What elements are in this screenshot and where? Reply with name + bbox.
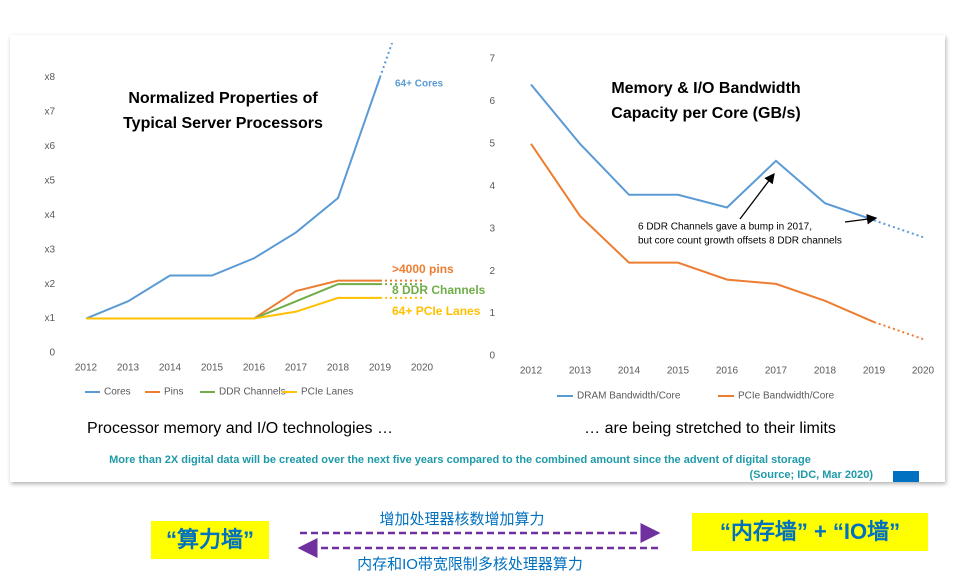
series-line	[85, 77, 381, 320]
x-tick-label: 2018	[814, 366, 837, 377]
x-tick-label: 2013	[569, 366, 592, 377]
y-tick-label: x7	[44, 107, 55, 118]
annotation: but core count growth offsets 8 DDR chan…	[638, 236, 842, 247]
x-tick-label: 2017	[765, 366, 788, 377]
x-tick-label: 2016	[716, 366, 739, 377]
y-tick-label: 3	[489, 223, 495, 234]
arrow-label: 内存和IO带宽限制多核处理器算力	[357, 555, 583, 573]
x-tick-label: 2020	[411, 363, 434, 374]
series-line	[86, 296, 380, 320]
compute-wall: “算力墙”	[166, 527, 254, 552]
projection-line	[379, 43, 394, 78]
x-tick-label: 2018	[327, 363, 350, 374]
y-tick-label: 5	[489, 138, 495, 149]
y-tick-label: 2	[489, 266, 495, 277]
y-tick-label: x8	[44, 72, 55, 83]
y-tick-label: 7	[489, 54, 495, 65]
legend-label: PCIe Bandwidth/Core	[738, 391, 835, 402]
chart-title: Capacity per Core (GB/s)	[611, 105, 800, 122]
footnote: More than 2X digital data will be create…	[109, 454, 811, 466]
legend-label: DDR Channels	[219, 387, 286, 398]
slide-panel	[10, 35, 945, 482]
annotation: 64+ PCIe Lanes	[392, 304, 481, 318]
x-tick-label: 2013	[117, 363, 140, 374]
arrow-label: 增加处理器核数增加算力	[379, 510, 544, 528]
caption: Processor memory and I/O technologies …	[87, 420, 393, 437]
plot	[530, 83, 924, 340]
memory-io-wall: “内存墙” + “IO墙”	[720, 519, 900, 544]
y-tick-label: x4	[44, 210, 55, 221]
x-tick-label: 2016	[243, 363, 266, 374]
y-tick-label: x5	[44, 175, 55, 186]
y-tick-label: x3	[44, 244, 55, 255]
y-tick-label: 0	[49, 348, 55, 359]
plot	[85, 43, 422, 320]
x-tick-label: 2014	[159, 363, 182, 374]
chart-title: Memory & I/O Bandwidth	[611, 80, 800, 97]
x-tick-label: 2017	[285, 363, 308, 374]
x-tick-label: 2019	[863, 366, 886, 377]
legend-label: DRAM Bandwidth/Core	[577, 391, 681, 402]
y-tick-label: 4	[489, 181, 495, 192]
annotation: >4000 pins	[392, 262, 454, 276]
corner-block	[893, 471, 919, 482]
x-tick-label: 2015	[667, 366, 690, 377]
series-line	[530, 83, 875, 222]
annotation: 6 DDR Channels gave a bump in 2017,	[638, 222, 812, 233]
x-tick-label: 2019	[369, 363, 392, 374]
legend-label: Cores	[104, 387, 131, 398]
annotation: 64+ Cores	[395, 79, 444, 90]
y-tick-label: 0	[489, 351, 495, 362]
y-tick-label: x2	[44, 279, 55, 290]
legend-label: PCIe Lanes	[301, 387, 353, 398]
x-tick-label: 2015	[201, 363, 224, 374]
annotation: 8 DDR Channels	[392, 283, 486, 297]
series-line	[530, 143, 875, 323]
annotation-arrow	[844, 214, 878, 225]
annotation-arrow	[739, 172, 775, 220]
x-tick-label: 2020	[912, 366, 935, 377]
chart-title: Typical Server Processors	[123, 115, 323, 132]
chart-title: Normalized Properties of	[128, 90, 318, 107]
y-tick-label: 6	[489, 96, 495, 107]
label-box	[151, 521, 269, 559]
y-tick-label: 1	[489, 308, 495, 319]
projection-line	[873, 321, 924, 340]
caption: … are being stretched to their limits	[584, 420, 836, 437]
x-tick-label: 2012	[75, 363, 98, 374]
x-tick-label: 2014	[618, 366, 641, 377]
y-tick-label: x1	[44, 313, 55, 324]
legend-label: Pins	[164, 387, 183, 398]
projection-line	[873, 219, 924, 239]
y-tick-label: x6	[44, 141, 55, 152]
label-box	[692, 513, 928, 551]
source: (Source; IDC, Mar 2020)	[750, 469, 874, 481]
x-tick-label: 2012	[520, 366, 543, 377]
